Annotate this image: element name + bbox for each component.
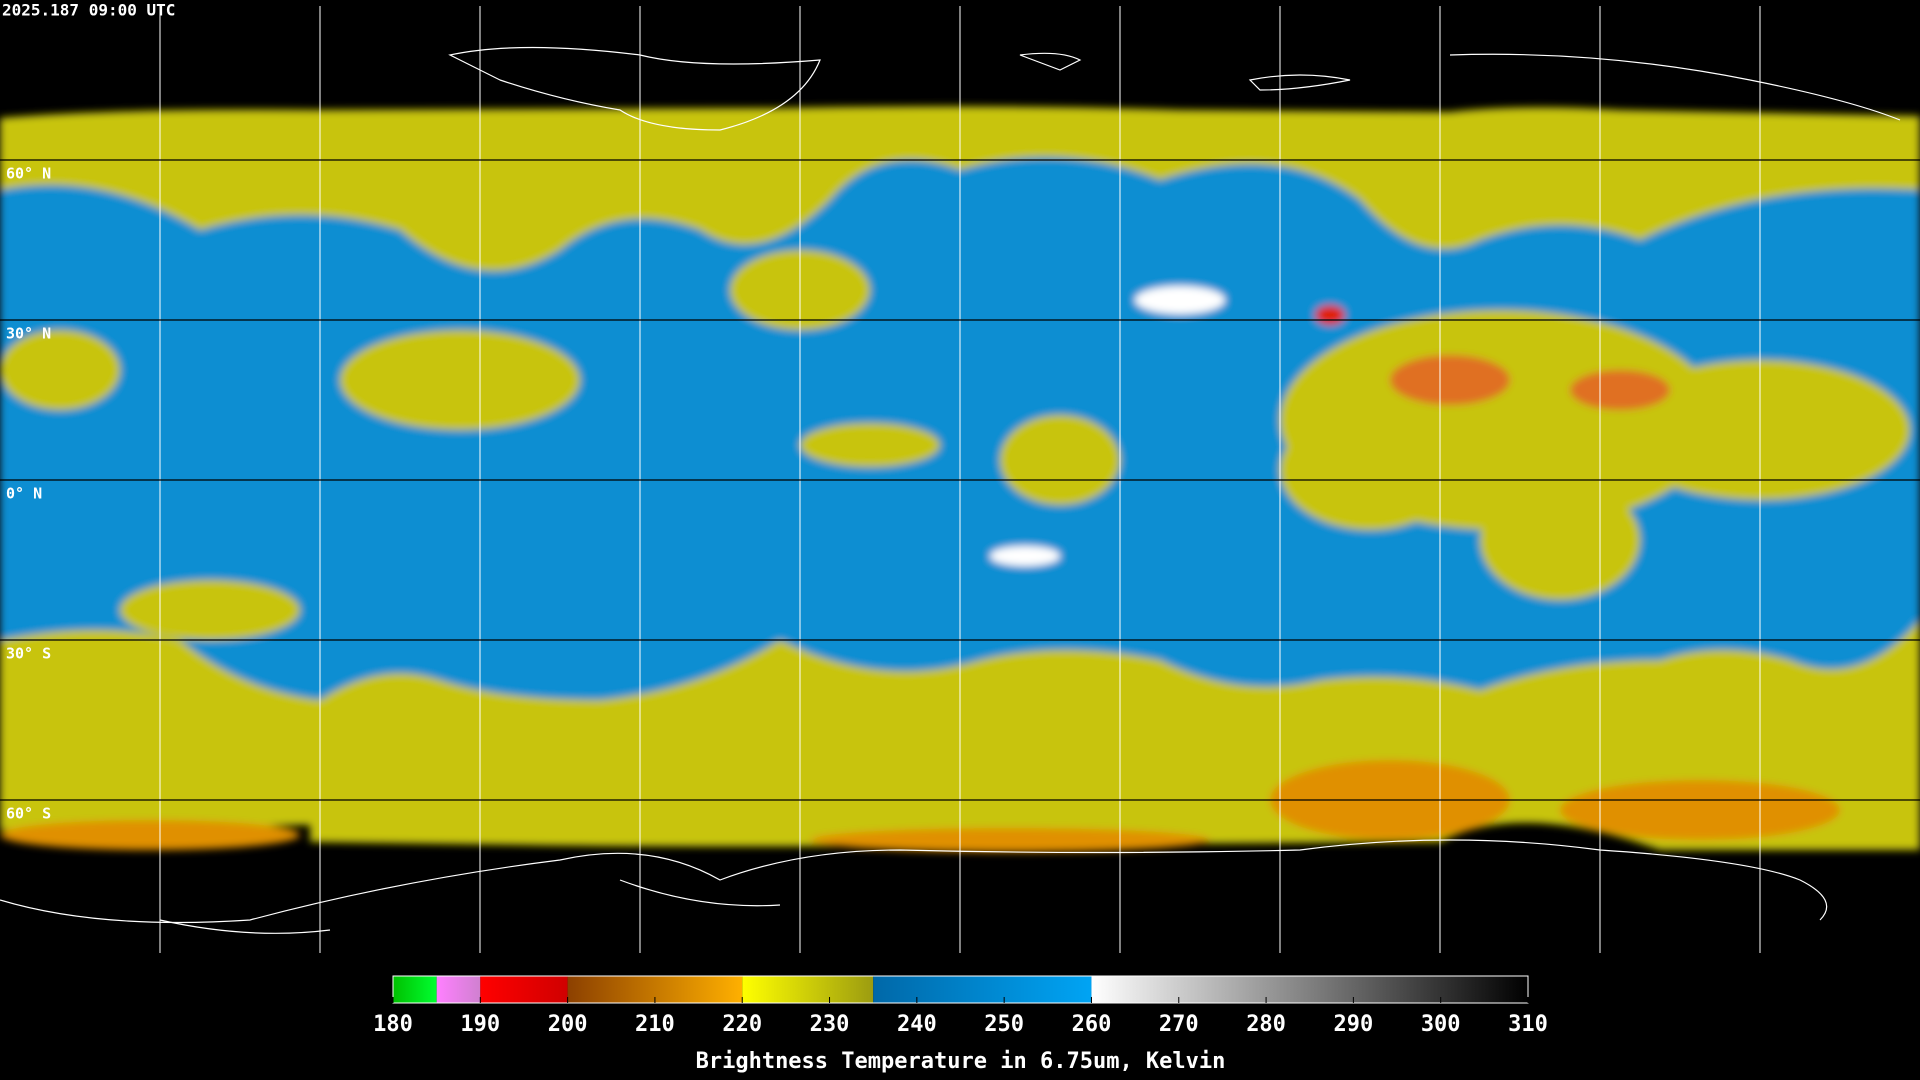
lat-label: 30° N [6,325,51,343]
colorbar-tick-label: 250 [984,1012,1024,1037]
colorbar-tick-label: 230 [810,1012,850,1037]
colorbar-title: Brightness Temperature in 6.75um, Kelvin [696,1049,1226,1074]
colorbar-segment [436,976,481,1003]
colorbar-tick-label: 240 [897,1012,937,1037]
colorbar-frame [392,975,1529,1004]
colorbar-tick-label: 310 [1508,1012,1548,1037]
timestamp: 2025.187 09:00 UTC [2,1,175,20]
colorbar-tick-label: 270 [1159,1012,1199,1037]
colorbar-segment [393,976,437,1003]
colorbar-tick-label: 280 [1246,1012,1286,1037]
colorbar-tick-label: 190 [460,1012,500,1037]
colorbar-tick-label: 290 [1334,1012,1374,1037]
colorbar-tick-label: 180 [373,1012,413,1037]
lat-label: 60° N [6,165,51,183]
colorbar-tick-label: 220 [722,1012,762,1037]
colorbar-segment [873,976,1092,1003]
lat-label: 0° N [6,485,42,503]
colorbar-segment [1091,976,1528,1003]
colorbar-tick-label: 200 [548,1012,588,1037]
colorbar-segment [742,976,874,1003]
graticule [0,6,1920,953]
lat-label: 60° S [6,805,51,823]
colorbar-segment [480,976,568,1003]
colorbar-tick-label: 260 [1072,1012,1112,1037]
colorbar-tick-label: 300 [1421,1012,1461,1037]
lat-label: 30° S [6,645,51,663]
colorbar-tick-label: 210 [635,1012,675,1037]
